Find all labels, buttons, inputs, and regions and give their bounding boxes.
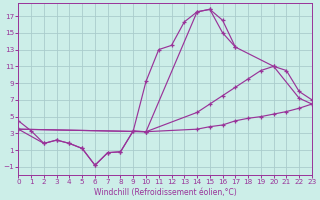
X-axis label: Windchill (Refroidissement éolien,°C): Windchill (Refroidissement éolien,°C) <box>94 188 236 197</box>
